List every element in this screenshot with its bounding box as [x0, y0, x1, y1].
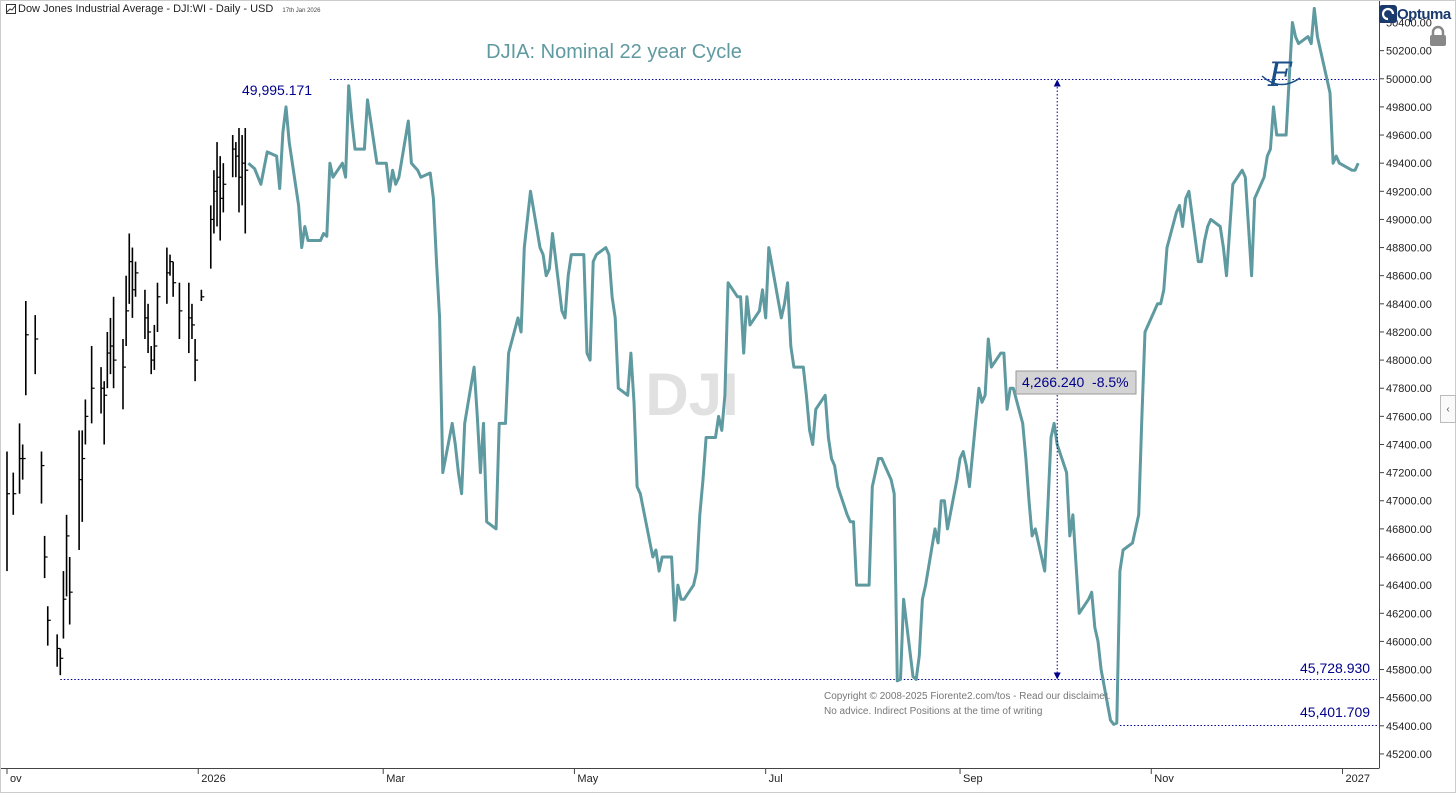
drop-label: 4,266.240 -8.5%	[1022, 374, 1129, 390]
y-tick-label: 45200.00	[1386, 749, 1432, 761]
optuma-brand: Optuma	[1379, 4, 1451, 24]
fiorente-logo: F	[1267, 55, 1293, 95]
reference-lines	[60, 78, 1377, 727]
y-tick-label: 45600.00	[1386, 693, 1432, 705]
y-tick-label: 49800.00	[1386, 102, 1432, 114]
y-tick-label: 45800.00	[1386, 665, 1432, 677]
x-tick-label: May	[577, 773, 598, 785]
optuma-logo-icon	[1379, 5, 1397, 23]
y-tick-label: 48600.00	[1386, 271, 1432, 283]
x-tick-label: Mar	[386, 773, 405, 785]
y-tick-label: 47200.00	[1386, 468, 1432, 480]
lock-icon[interactable]	[1428, 25, 1448, 47]
y-axis: 45200.00 45400.00 45600.00 45800.00 46000.00…	[1379, 18, 1432, 761]
y-tick-label: 46000.00	[1386, 636, 1432, 648]
y-tick-label: 46800.00	[1386, 524, 1432, 536]
low2-level-label: 45,401.709	[1300, 704, 1370, 720]
y-tick-label: 45400.00	[1386, 721, 1432, 733]
y-tick-label: 47000.00	[1386, 496, 1432, 508]
y-tick-label: 46200.00	[1386, 608, 1432, 620]
chart-icon	[6, 4, 16, 14]
y-tick-label: 50200.00	[1386, 46, 1432, 58]
y-tick-label: 46600.00	[1386, 552, 1432, 564]
y-tick-label: 49200.00	[1386, 186, 1432, 198]
y-tick-label: 46400.00	[1386, 580, 1432, 592]
y-tick-label: 49000.00	[1386, 214, 1432, 226]
y-tick-label: 50000.00	[1386, 74, 1432, 86]
low1-level-label: 45,728.930	[1300, 660, 1370, 676]
x-tick-label: Nov	[1154, 773, 1174, 785]
chevron-left-icon: ‹	[1446, 403, 1450, 415]
y-tick-label: 47600.00	[1386, 411, 1432, 423]
series-line	[247, 6, 1360, 726]
measure-arrow-down	[1053, 672, 1061, 680]
measure-arrow-up	[1053, 79, 1061, 87]
x-tick-label: ov	[10, 773, 22, 785]
y-tick-label: 48800.00	[1386, 243, 1432, 255]
ohlc-bars	[6, 128, 249, 676]
header-date: 17th Jan 2026	[282, 8, 321, 14]
header-title-text: Dow Jones Industrial Average - DJI:WI - …	[18, 3, 274, 15]
x-axis: ov 2026 Mar May Jul Sep Nov 2027	[6, 768, 1370, 785]
measure-arrow	[1053, 79, 1061, 680]
copyright-line-2: No advice. Indirect Positions at the tim…	[824, 706, 1042, 717]
x-tick-label: Jul	[769, 773, 783, 785]
y-tick-label: 48200.00	[1386, 327, 1432, 339]
y-tick-label: 48000.00	[1386, 355, 1432, 367]
y-tick-label: 47800.00	[1386, 383, 1432, 395]
y-tick-label: 49400.00	[1386, 158, 1432, 170]
y-tick-label: 47400.00	[1386, 439, 1432, 451]
header-title: Dow Jones Industrial Average - DJI:WI - …	[18, 3, 320, 15]
x-tick-label: 2027	[1346, 773, 1370, 785]
optuma-brand-text: Optuma	[1397, 5, 1451, 23]
x-tick-label: Sep	[963, 773, 983, 785]
copyright-line-1: Copyright © 2008-2025 Fiorente2.com/tos …	[824, 691, 1110, 702]
drop-label-box	[1015, 370, 1137, 395]
y-tick-label: 48400.00	[1386, 299, 1432, 311]
y-tick-label: 49600.00	[1386, 130, 1432, 142]
high-level-label: 49,995.171	[242, 82, 312, 98]
y-tick-label: 50400.00	[1386, 18, 1432, 30]
fiorente-logo-swash	[1261, 75, 1301, 86]
x-tick-label: 2026	[201, 773, 225, 785]
annotation-title: DJIA: Nominal 22 year Cycle	[486, 41, 742, 63]
panel-toggle-button[interactable]: ‹	[1440, 395, 1456, 423]
